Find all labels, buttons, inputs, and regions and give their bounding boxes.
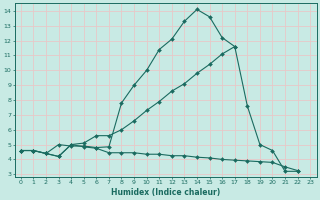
X-axis label: Humidex (Indice chaleur): Humidex (Indice chaleur) bbox=[111, 188, 220, 197]
